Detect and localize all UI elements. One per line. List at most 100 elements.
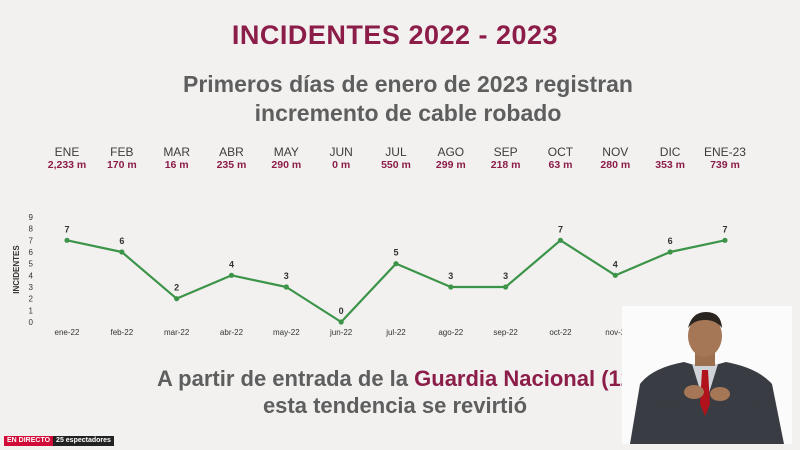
data-label: 6 xyxy=(668,236,673,246)
month-name: ENE-23 xyxy=(703,145,746,159)
y-tick-label: 2 xyxy=(29,295,34,304)
data-label: 7 xyxy=(64,224,69,234)
x-tick-label: sep-22 xyxy=(493,328,518,337)
data-label: 3 xyxy=(503,271,508,281)
x-tick-label: jul-22 xyxy=(385,328,406,337)
data-point xyxy=(667,249,673,255)
month-name: SEP xyxy=(493,145,518,159)
data-point xyxy=(119,249,125,255)
month-meters-value: 353 m xyxy=(655,159,686,171)
y-tick-label: 6 xyxy=(29,248,34,257)
month-meters-value: 16 m xyxy=(164,159,189,171)
subtitle-line-2: incremento de cable robado xyxy=(254,100,562,126)
month-name: NOV xyxy=(602,145,629,159)
month-name: MAR xyxy=(163,145,190,159)
month-meters-value: 299 m xyxy=(435,159,466,171)
month-meters-value: 0 m xyxy=(332,159,351,171)
data-label: 2 xyxy=(174,283,179,293)
live-badge: EN DIRECTO 25 espectadores xyxy=(4,436,114,446)
month-name: MAY xyxy=(273,145,299,159)
viewers-count: 25 espectadores xyxy=(53,436,114,446)
month-name: ABR xyxy=(219,145,244,159)
data-point xyxy=(612,272,618,278)
x-tick-label: ene-22 xyxy=(55,328,80,337)
x-tick-label: ago-22 xyxy=(438,328,463,337)
bottom-text-prefix: A partir de entrada de la xyxy=(156,366,415,391)
month-column: MAY 290 m xyxy=(251,145,321,172)
data-point xyxy=(722,237,728,243)
y-tick-label: 9 xyxy=(29,213,34,222)
month-column: SEP 218 m xyxy=(471,145,541,172)
month-meters-value: 2,233 m xyxy=(47,159,87,171)
month-column: ENE-23 739 m xyxy=(690,145,760,172)
data-point xyxy=(448,284,454,290)
data-label: 0 xyxy=(339,306,344,316)
data-point xyxy=(503,284,509,290)
y-tick-label: 8 xyxy=(29,225,34,234)
subtitle: Primeros días de enero de 2023 registran… xyxy=(0,70,800,128)
data-label: 5 xyxy=(393,248,398,258)
y-tick-label: 1 xyxy=(29,306,34,315)
month-column: FEB 170 m xyxy=(87,145,157,172)
month-column: OCT 63 m xyxy=(525,145,595,172)
x-tick-label: mar-22 xyxy=(164,328,190,337)
bottom-statement: A partir de entrada de la Guardia Nacion… xyxy=(0,365,790,419)
y-tick-label: 7 xyxy=(29,236,34,245)
month-name: FEB xyxy=(110,145,134,159)
month-column: JUN 0 m xyxy=(306,145,376,172)
month-name: OCT xyxy=(547,145,574,159)
month-column: DIC 353 m xyxy=(635,145,705,172)
data-label: 4 xyxy=(229,259,234,269)
data-point xyxy=(174,296,180,302)
interpreter-figure xyxy=(630,312,784,444)
month-column: NOV 280 m xyxy=(580,145,650,172)
month-meters-value: 290 m xyxy=(271,159,302,171)
month-column: ENE 2,233 m xyxy=(32,145,102,172)
data-point xyxy=(557,237,564,243)
y-tick-label: 3 xyxy=(29,283,34,292)
data-label: 7 xyxy=(722,224,727,234)
page-title: INCIDENTES 2022 - 2023 xyxy=(231,20,559,50)
data-label: 4 xyxy=(613,259,618,269)
month-meters-value: 170 m xyxy=(106,159,137,171)
sign-language-interpreter xyxy=(622,306,792,444)
data-point xyxy=(338,319,344,325)
month-name: AGO xyxy=(437,145,465,159)
data-label: 7 xyxy=(558,224,563,234)
x-tick-label: abr-22 xyxy=(220,328,244,337)
month-meters-value: 280 m xyxy=(600,159,631,171)
data-point xyxy=(64,237,70,243)
data-label: 6 xyxy=(119,236,124,246)
data-label: 3 xyxy=(284,271,289,281)
live-label: EN DIRECTO xyxy=(4,436,54,446)
x-tick-label: oct-22 xyxy=(549,328,572,337)
month-column: ABR 235 m xyxy=(196,145,266,172)
bottom-text-line-2: esta tendencia se revirtió xyxy=(262,393,528,418)
month-name: JUL xyxy=(385,145,407,159)
y-tick-label: 4 xyxy=(29,271,34,280)
month-column: JUL 550 m xyxy=(361,145,431,172)
x-tick-label: jun-22 xyxy=(329,328,353,337)
month-meters-value: 235 m xyxy=(216,159,247,171)
month-meters-value: 739 m xyxy=(710,159,740,171)
subtitle-line-1: Primeros días de enero de 2023 registran xyxy=(183,71,633,97)
month-meters-value: 550 m xyxy=(381,159,411,171)
data-label: 3 xyxy=(448,271,453,281)
x-tick-label: may-22 xyxy=(273,328,300,337)
x-tick-label: nov-2 xyxy=(605,328,626,337)
x-tick-label: feb-22 xyxy=(110,328,133,337)
month-column: MAR 16 m xyxy=(142,145,212,172)
data-point xyxy=(228,272,235,278)
y-tick-label: 0 xyxy=(29,318,34,327)
incidents-line-chart: INCIDENTES 0 1 2 3 4 5 6 7 8 9 ene-22 feb-22 mar-22 ab… xyxy=(12,213,728,337)
month-name: ENE xyxy=(54,145,80,159)
month-name: DIC xyxy=(659,145,681,159)
month-column: AGO 299 m xyxy=(416,145,486,172)
bottom-text-highlight: Guardia Nacional (12 xyxy=(414,366,633,391)
y-axis-label: INCIDENTES xyxy=(12,245,21,294)
month-meters-value: 63 m xyxy=(548,159,573,171)
month-name: JUN xyxy=(329,145,353,159)
monthly-meters-row: ENE 2,233 m FEB 170 m MAR 16 m ABR 235 m MAY 290 … xyxy=(0,145,800,175)
data-point xyxy=(393,261,399,267)
month-meters-value: 218 m xyxy=(490,159,521,171)
